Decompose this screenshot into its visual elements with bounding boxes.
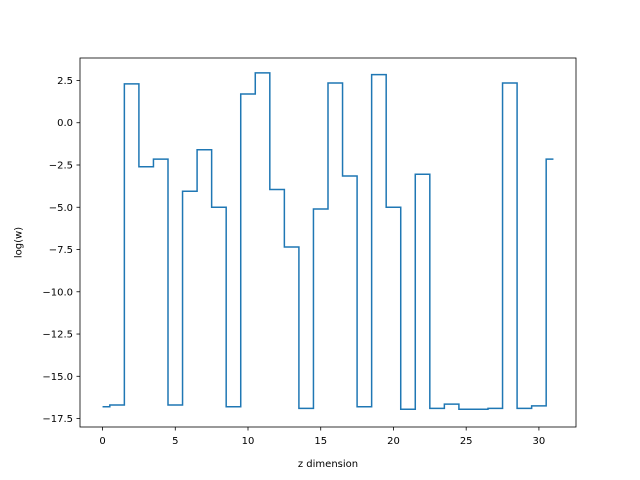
y-tick-label: 0.0: [57, 118, 73, 129]
y-tick-label: −10.0: [42, 287, 73, 298]
y-tick-label: −15.0: [42, 372, 73, 383]
x-tick-label: 15: [314, 436, 327, 447]
x-tick-label: 0: [99, 436, 105, 447]
y-tick-label: 2.5: [57, 76, 73, 87]
x-tick-label: 30: [533, 436, 546, 447]
x-axis-ticks: 0 5 10 15 20 25 30: [99, 427, 545, 447]
x-tick-label: 10: [242, 436, 255, 447]
x-axis-label: z dimension: [298, 459, 358, 470]
y-tick-label: −7.5: [49, 245, 73, 256]
series-layer: [102, 72, 554, 410]
y-axis-label: log(w): [14, 227, 25, 258]
plot-area-frame: [79, 57, 577, 428]
y-tick-label: −5.0: [49, 203, 73, 214]
y-tick-label: −12.5: [42, 330, 73, 341]
y-tick-label: −2.5: [49, 160, 73, 171]
series-line-0: [102, 72, 554, 410]
y-tick-label: −17.5: [42, 414, 73, 425]
y-axis-ticks: 2.5 0.0 −2.5 −5.0 −7.5 −10.0 −12.5 −15.0 −17.5: [42, 76, 80, 425]
x-tick-label: 25: [460, 436, 473, 447]
x-tick-label: 5: [172, 436, 178, 447]
x-tick-label: 20: [387, 436, 400, 447]
